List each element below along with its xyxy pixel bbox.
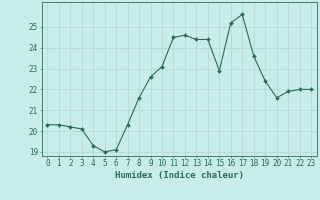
- X-axis label: Humidex (Indice chaleur): Humidex (Indice chaleur): [115, 171, 244, 180]
